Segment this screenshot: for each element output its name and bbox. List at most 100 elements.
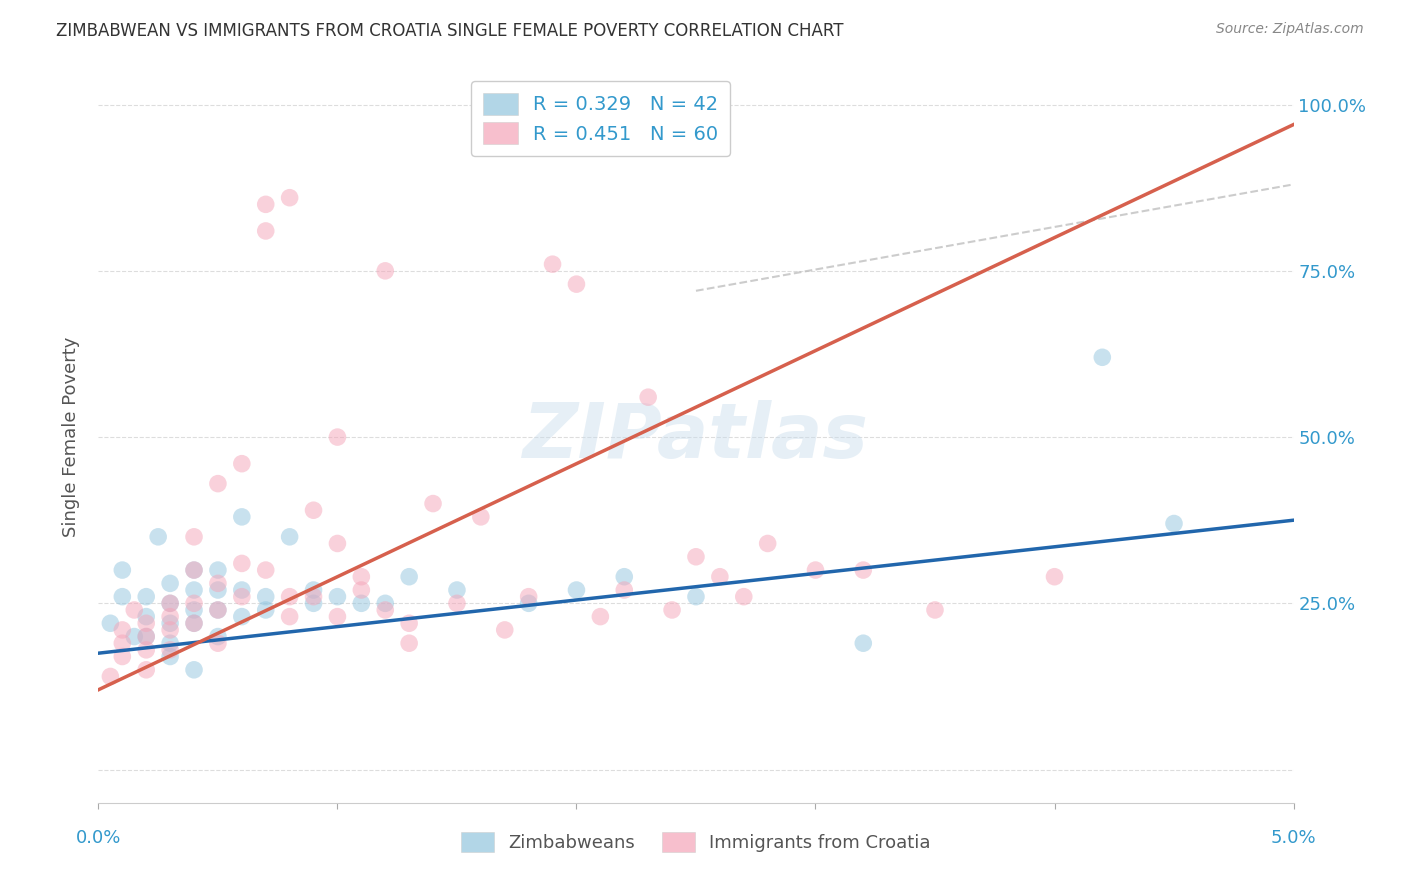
Point	[159, 643, 181, 657]
Point	[183, 582, 205, 597]
Point	[326, 590, 349, 604]
Point	[613, 582, 636, 597]
Point	[374, 264, 396, 278]
Point	[709, 570, 731, 584]
Point	[278, 590, 301, 604]
Point	[159, 623, 181, 637]
Text: ZIPatlas: ZIPatlas	[523, 401, 869, 474]
Point	[254, 197, 277, 211]
Point	[231, 590, 253, 604]
Point	[207, 476, 229, 491]
Point	[278, 530, 301, 544]
Point	[159, 609, 181, 624]
Point	[517, 596, 540, 610]
Point	[565, 277, 588, 292]
Point	[183, 563, 205, 577]
Point	[685, 549, 707, 564]
Point	[661, 603, 683, 617]
Point	[470, 509, 492, 524]
Point	[254, 224, 277, 238]
Point	[350, 570, 373, 584]
Y-axis label: Single Female Poverty: Single Female Poverty	[62, 337, 80, 537]
Point	[183, 563, 205, 577]
Point	[254, 590, 277, 604]
Point	[1043, 570, 1066, 584]
Point	[1091, 351, 1114, 365]
Point	[733, 590, 755, 604]
Point	[398, 570, 420, 584]
Point	[804, 563, 827, 577]
Point	[231, 582, 253, 597]
Point	[135, 643, 157, 657]
Point	[350, 596, 373, 610]
Point	[98, 669, 122, 683]
Point	[98, 616, 122, 631]
Point	[207, 636, 229, 650]
Point	[159, 596, 181, 610]
Point	[326, 536, 349, 550]
Text: 5.0%: 5.0%	[1271, 830, 1316, 847]
Point	[183, 616, 205, 631]
Point	[231, 457, 253, 471]
Point	[207, 563, 229, 577]
Point	[446, 582, 468, 597]
Point	[446, 596, 468, 610]
Point	[231, 609, 253, 624]
Point	[924, 603, 946, 617]
Point	[326, 430, 349, 444]
Point	[159, 596, 181, 610]
Point	[135, 630, 157, 644]
Point	[183, 616, 205, 631]
Point	[207, 582, 229, 597]
Point	[159, 616, 181, 631]
Point	[183, 603, 205, 617]
Point	[231, 509, 253, 524]
Point	[374, 596, 396, 610]
Point	[398, 616, 420, 631]
Point	[183, 530, 205, 544]
Point	[494, 623, 516, 637]
Point	[517, 590, 540, 604]
Point	[207, 576, 229, 591]
Point	[135, 663, 157, 677]
Point	[183, 663, 205, 677]
Point	[637, 390, 659, 404]
Point	[135, 609, 157, 624]
Point	[159, 649, 181, 664]
Point	[254, 563, 277, 577]
Point	[207, 603, 229, 617]
Point	[135, 630, 157, 644]
Point	[207, 630, 229, 644]
Point	[422, 497, 444, 511]
Point	[111, 563, 134, 577]
Point	[613, 570, 636, 584]
Point	[207, 603, 229, 617]
Legend: Zimbabweans, Immigrants from Croatia: Zimbabweans, Immigrants from Croatia	[454, 824, 938, 860]
Point	[111, 623, 134, 637]
Point	[231, 557, 253, 571]
Point	[148, 530, 170, 544]
Point	[350, 582, 373, 597]
Point	[852, 636, 875, 650]
Point	[1163, 516, 1185, 531]
Point	[302, 596, 325, 610]
Point	[541, 257, 564, 271]
Point	[302, 503, 325, 517]
Point	[852, 563, 875, 577]
Point	[278, 191, 301, 205]
Point	[124, 630, 146, 644]
Point	[111, 649, 134, 664]
Point	[159, 576, 181, 591]
Text: Source: ZipAtlas.com: Source: ZipAtlas.com	[1216, 22, 1364, 37]
Point	[278, 609, 301, 624]
Point	[135, 590, 157, 604]
Point	[589, 609, 612, 624]
Point	[565, 582, 588, 597]
Point	[302, 582, 325, 597]
Point	[183, 596, 205, 610]
Point	[254, 603, 277, 617]
Point	[159, 636, 181, 650]
Point	[326, 609, 349, 624]
Point	[685, 590, 707, 604]
Point	[111, 590, 134, 604]
